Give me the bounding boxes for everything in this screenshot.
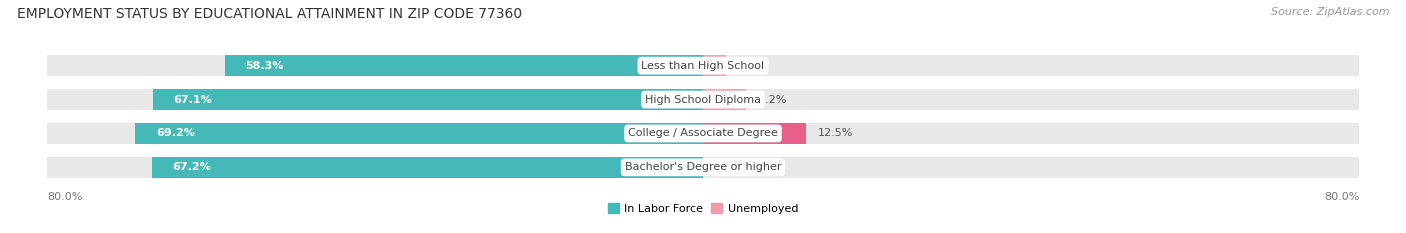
Text: Source: ZipAtlas.com: Source: ZipAtlas.com bbox=[1271, 7, 1389, 17]
Bar bbox=[703, 89, 745, 110]
Text: 5.2%: 5.2% bbox=[758, 95, 786, 105]
Text: 67.2%: 67.2% bbox=[173, 162, 211, 172]
Text: 12.5%: 12.5% bbox=[818, 128, 853, 138]
Bar bbox=[703, 157, 1360, 178]
Bar bbox=[703, 123, 1360, 144]
Text: 67.1%: 67.1% bbox=[173, 95, 212, 105]
Bar bbox=[703, 55, 725, 76]
Bar bbox=[135, 123, 703, 144]
Bar bbox=[152, 157, 703, 178]
Bar bbox=[46, 89, 703, 110]
Bar bbox=[703, 123, 806, 144]
Text: 69.2%: 69.2% bbox=[156, 128, 195, 138]
Text: 80.0%: 80.0% bbox=[46, 192, 82, 202]
Text: 2.8%: 2.8% bbox=[738, 61, 766, 71]
Text: 0.0%: 0.0% bbox=[716, 162, 744, 172]
Bar bbox=[153, 89, 703, 110]
Legend: In Labor Force, Unemployed: In Labor Force, Unemployed bbox=[603, 199, 803, 218]
Text: Less than High School: Less than High School bbox=[641, 61, 765, 71]
Bar bbox=[46, 55, 703, 76]
Text: EMPLOYMENT STATUS BY EDUCATIONAL ATTAINMENT IN ZIP CODE 77360: EMPLOYMENT STATUS BY EDUCATIONAL ATTAINM… bbox=[17, 7, 522, 21]
Text: 58.3%: 58.3% bbox=[246, 61, 284, 71]
Bar bbox=[703, 55, 1360, 76]
Text: Bachelor's Degree or higher: Bachelor's Degree or higher bbox=[624, 162, 782, 172]
Bar bbox=[225, 55, 703, 76]
Text: College / Associate Degree: College / Associate Degree bbox=[628, 128, 778, 138]
Text: 80.0%: 80.0% bbox=[1324, 192, 1360, 202]
Text: High School Diploma: High School Diploma bbox=[645, 95, 761, 105]
Bar bbox=[703, 89, 1360, 110]
Bar bbox=[46, 123, 703, 144]
Bar bbox=[46, 157, 703, 178]
